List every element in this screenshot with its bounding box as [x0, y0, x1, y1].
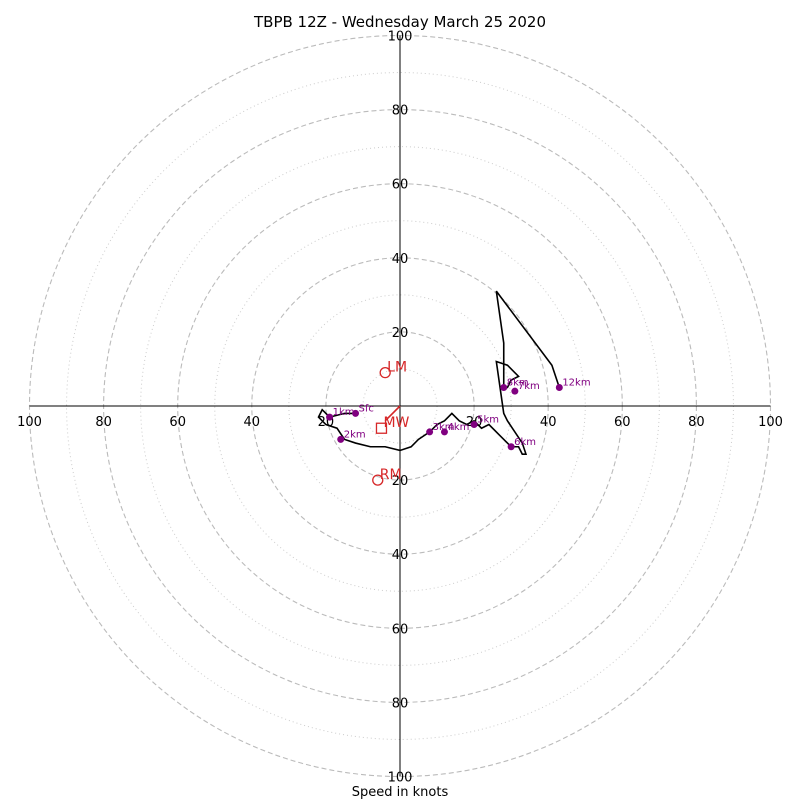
x-tick-label: 40 [540, 415, 557, 430]
height-point-label: 8km [507, 377, 529, 388]
height-point-label: 2km [344, 429, 366, 440]
height-point [440, 428, 448, 436]
x-tick-label: 60 [169, 415, 186, 430]
motion-vector [384, 405, 401, 422]
height-point [555, 383, 563, 391]
y-tick-label: 100 [388, 30, 413, 45]
y-tick-label: 60 [392, 622, 409, 637]
height-point [326, 413, 334, 421]
height-point [500, 383, 508, 391]
x-tick-label: 100 [17, 415, 42, 430]
x-tick-label: 80 [688, 415, 705, 430]
storm-motion-label: RM [380, 467, 402, 483]
height-point-label: 7km [518, 381, 540, 392]
x-tick-label: 40 [244, 415, 261, 430]
y-tick-label: 60 [392, 178, 409, 193]
height-point [511, 387, 519, 395]
y-tick-label: 20 [392, 326, 409, 341]
chart-title: TBPB 12Z - Wednesday March 25 2020 [253, 13, 546, 31]
y-tick-label: 100 [388, 771, 413, 786]
x-tick-label: 80 [95, 415, 112, 430]
height-point-label: Sfc [359, 403, 374, 414]
storm-motion-markers: LM MW RM [372, 360, 410, 486]
y-tick-label: 40 [392, 548, 409, 563]
height-point [337, 435, 345, 443]
y-tick-label: 40 [392, 252, 409, 267]
tick-labels: 1001008080606040402020202040406060808010… [17, 30, 783, 786]
y-tick-label: 80 [392, 696, 409, 711]
height-point-label: 6km [514, 437, 536, 448]
height-point-label: 4km [447, 422, 469, 433]
storm-motion-label: LM [387, 360, 407, 376]
height-point [470, 421, 478, 429]
height-point [426, 428, 434, 436]
x-tick-label: 100 [758, 415, 783, 430]
storm-motion-label: MW [383, 415, 409, 431]
y-tick-label: 20 [392, 474, 409, 489]
height-point [352, 409, 360, 417]
hodograph-line [317, 290, 561, 455]
height-point-label: 1km [333, 407, 355, 418]
x-axis-label: Speed in knots [352, 785, 449, 800]
y-tick-label: 80 [392, 104, 409, 119]
height-point-label: 3km [433, 422, 455, 433]
storm-motion-marker [372, 474, 384, 486]
storm-motion-marker [375, 422, 388, 434]
storm-motion-marker [379, 367, 391, 379]
height-point-label: 12km [562, 377, 590, 388]
height-point-label: 5km [477, 415, 499, 426]
height-point [507, 443, 515, 451]
x-tick-label: 60 [614, 415, 631, 430]
